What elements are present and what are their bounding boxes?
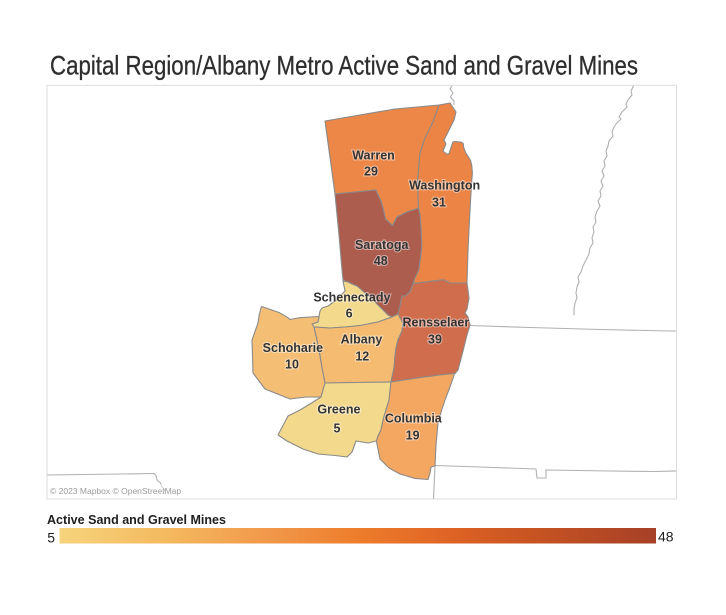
svg-text:Warren: Warren	[352, 149, 395, 163]
svg-text:5: 5	[47, 530, 55, 546]
svg-text:48: 48	[658, 529, 674, 545]
svg-text:Columbia: Columbia	[385, 412, 443, 426]
svg-text:Albany: Albany	[341, 333, 383, 347]
svg-text:39: 39	[428, 333, 442, 347]
svg-text:10: 10	[285, 358, 299, 372]
svg-text:6: 6	[346, 307, 353, 321]
svg-text:Rensselaer: Rensselaer	[403, 316, 470, 330]
svg-text:5: 5	[334, 422, 341, 436]
svg-text:19: 19	[406, 429, 420, 443]
svg-text:29: 29	[364, 164, 378, 178]
svg-text:48: 48	[374, 254, 388, 268]
svg-text:31: 31	[432, 196, 446, 210]
svg-text:Active Sand and Gravel Mines: Active Sand and Gravel Mines	[47, 512, 226, 527]
svg-text:Greene: Greene	[317, 403, 360, 417]
svg-text:Saratoga: Saratoga	[355, 238, 410, 252]
svg-text:Capital Region/Albany Metro Ac: Capital Region/Albany Metro Active Sand …	[50, 51, 638, 81]
svg-text:Schoharie: Schoharie	[263, 341, 323, 355]
svg-text:Washington: Washington	[409, 179, 480, 193]
svg-text:12: 12	[355, 350, 369, 364]
svg-text:© 2023 Mapbox © OpenStreetMap: © 2023 Mapbox © OpenStreetMap	[50, 486, 181, 496]
svg-text:Schenectady: Schenectady	[313, 291, 390, 305]
